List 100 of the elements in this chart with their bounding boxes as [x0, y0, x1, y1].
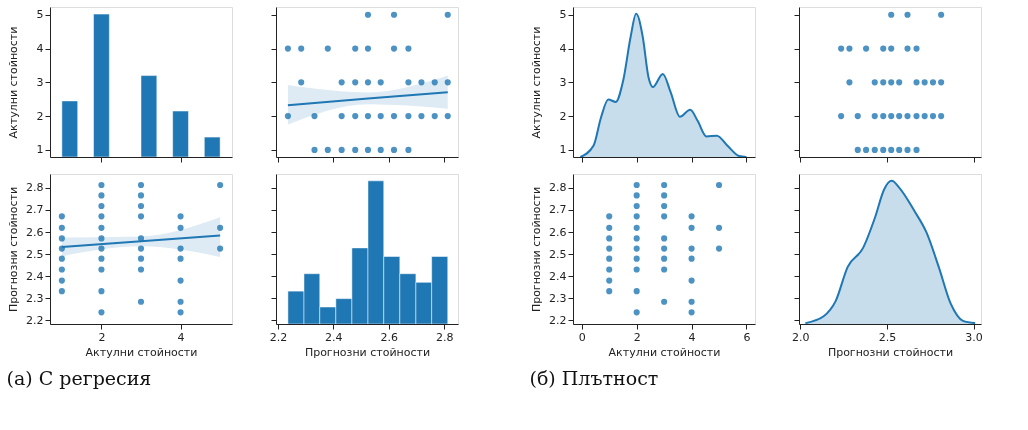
- point: [921, 79, 928, 86]
- point: [888, 113, 895, 120]
- y-axis-title: Актулни стойности: [529, 26, 543, 139]
- x-tick-label: 4: [177, 330, 185, 344]
- y-tick-label: 2.2: [549, 313, 567, 327]
- x-tick-label: 2: [633, 330, 641, 344]
- y-tick-label: 5: [36, 8, 44, 22]
- point: [938, 79, 945, 86]
- point: [688, 224, 695, 231]
- x-axis-title: Прогнозни стойности: [304, 345, 431, 359]
- point: [364, 113, 372, 120]
- point: [431, 113, 438, 120]
- y-tick-label: 2: [559, 109, 567, 123]
- point: [880, 45, 887, 52]
- point: [661, 255, 668, 262]
- x-tick-label: 2: [98, 330, 106, 344]
- point: [606, 266, 613, 273]
- point: [688, 309, 695, 316]
- point: [938, 11, 945, 18]
- point: [217, 245, 224, 252]
- point: [633, 288, 640, 295]
- point: [177, 309, 184, 316]
- y-tick-label: 4: [36, 42, 44, 56]
- point: [888, 146, 895, 153]
- x-axis-title: Актулни стойности: [85, 345, 198, 359]
- point: [633, 181, 640, 189]
- x-tick-label: 2.6: [380, 330, 398, 344]
- point: [606, 255, 613, 262]
- point: [715, 245, 723, 252]
- point: [913, 113, 920, 120]
- text: (а) С регресия: [6, 366, 152, 389]
- y-tick-label: 2.7: [26, 203, 44, 217]
- y-axis-title: Прогнозни стойности: [529, 186, 543, 313]
- point: [137, 181, 145, 189]
- point: [137, 298, 145, 305]
- point: [846, 45, 853, 52]
- point: [688, 245, 695, 252]
- point: [311, 146, 318, 153]
- y-tick-label: 1: [36, 143, 44, 157]
- point: [98, 213, 105, 220]
- point: [405, 113, 412, 120]
- point: [324, 146, 331, 153]
- y-tick-label: 2.7: [549, 203, 567, 217]
- point: [58, 255, 65, 262]
- point: [418, 79, 425, 86]
- point: [58, 224, 65, 231]
- point: [217, 224, 224, 231]
- y-tick-label: 2.4: [26, 269, 44, 283]
- point: [137, 192, 145, 199]
- point: [98, 255, 105, 262]
- y-tick-label: 3: [36, 75, 44, 89]
- point: [896, 113, 903, 120]
- point: [58, 213, 65, 220]
- point: [633, 255, 640, 262]
- point: [177, 298, 184, 305]
- point: [137, 213, 145, 220]
- point: [871, 146, 878, 153]
- point: [633, 202, 640, 210]
- point: [606, 245, 613, 252]
- point: [688, 277, 695, 284]
- point: [137, 266, 145, 273]
- y-tick-label: 3: [559, 75, 567, 89]
- x-tick-label: 2.4: [325, 330, 343, 344]
- point: [661, 202, 668, 210]
- point: [661, 245, 668, 252]
- point: [661, 266, 668, 273]
- y-tick-label: 2.6: [549, 225, 567, 239]
- point: [921, 113, 928, 120]
- point: [854, 146, 861, 153]
- point: [98, 235, 105, 242]
- point: [352, 45, 359, 52]
- point: [846, 79, 853, 86]
- point: [338, 79, 345, 86]
- point: [904, 45, 911, 52]
- y-tick-label: 2.6: [26, 225, 44, 239]
- point: [364, 146, 372, 153]
- point: [431, 79, 438, 86]
- point: [606, 277, 613, 284]
- point: [377, 79, 384, 86]
- point: [418, 113, 425, 120]
- point: [137, 202, 145, 210]
- point: [390, 45, 398, 52]
- y-tick-label: 2.5: [549, 247, 567, 261]
- point: [838, 113, 845, 120]
- point: [98, 288, 105, 295]
- x-tick-label: 4: [688, 330, 696, 344]
- point: [364, 79, 372, 86]
- point: [863, 146, 870, 153]
- point: [405, 45, 412, 52]
- point: [661, 213, 668, 220]
- y-tick-label: 2.8: [549, 181, 567, 195]
- point: [98, 181, 105, 189]
- point: [633, 213, 640, 220]
- point: [871, 79, 878, 86]
- point: [633, 192, 640, 199]
- y-tick-label: 2.3: [549, 291, 567, 305]
- y-tick-label: 2.3: [26, 291, 44, 305]
- point: [606, 213, 613, 220]
- point: [352, 113, 359, 120]
- point: [871, 113, 878, 120]
